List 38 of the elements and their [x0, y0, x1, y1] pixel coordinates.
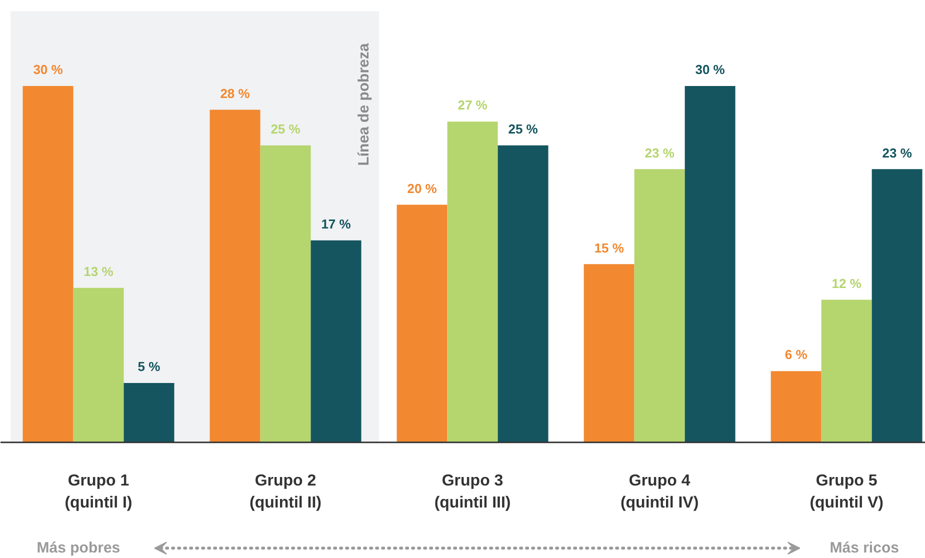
- bar: [770, 371, 822, 442]
- data-label: 28 %: [220, 86, 250, 101]
- data-label: 17 %: [321, 216, 352, 232]
- x-tick-label: Grupo 4 (quintil IV): [620, 472, 699, 512]
- bar: [210, 110, 260, 442]
- x-tick-label: Grupo 1 (quintil I): [64, 472, 132, 512]
- bar: [260, 145, 311, 442]
- data-label: 15 %: [594, 240, 624, 256]
- bar: [310, 240, 362, 442]
- bar: [498, 145, 548, 442]
- data-label: 5 %: [138, 359, 161, 374]
- data-label: 12 %: [832, 276, 862, 291]
- bar: [124, 382, 174, 442]
- bar: [73, 288, 124, 442]
- data-label: 25 %: [508, 121, 538, 136]
- band-label: Línea de pobreza: [356, 42, 373, 166]
- data-label: 23 %: [644, 145, 675, 160]
- bar: [821, 300, 872, 442]
- bar: [634, 169, 685, 442]
- x-tick-label: Grupo 5 (quintil V): [810, 472, 884, 512]
- data-label: 20 %: [407, 180, 438, 196]
- x-tick-label: Grupo 3 (quintil III): [434, 472, 511, 512]
- data-label: 30 %: [33, 62, 64, 78]
- x-tick-label: Grupo 2 (quintil II): [250, 472, 322, 512]
- data-label: 23 %: [882, 145, 912, 160]
- bar: [872, 169, 922, 442]
- bar: [584, 264, 634, 442]
- data-label: 30 %: [695, 62, 726, 78]
- data-label: 13 %: [84, 264, 114, 280]
- text: Más pobres: [36, 540, 120, 557]
- bar: [396, 204, 448, 442]
- bar: [447, 122, 498, 442]
- data-label: 27 %: [458, 98, 488, 113]
- bar: [22, 86, 74, 442]
- bar: [684, 86, 736, 442]
- data-label: 25 %: [270, 121, 301, 136]
- text: Más ricos: [830, 540, 899, 557]
- data-label: 6 %: [784, 347, 808, 362]
